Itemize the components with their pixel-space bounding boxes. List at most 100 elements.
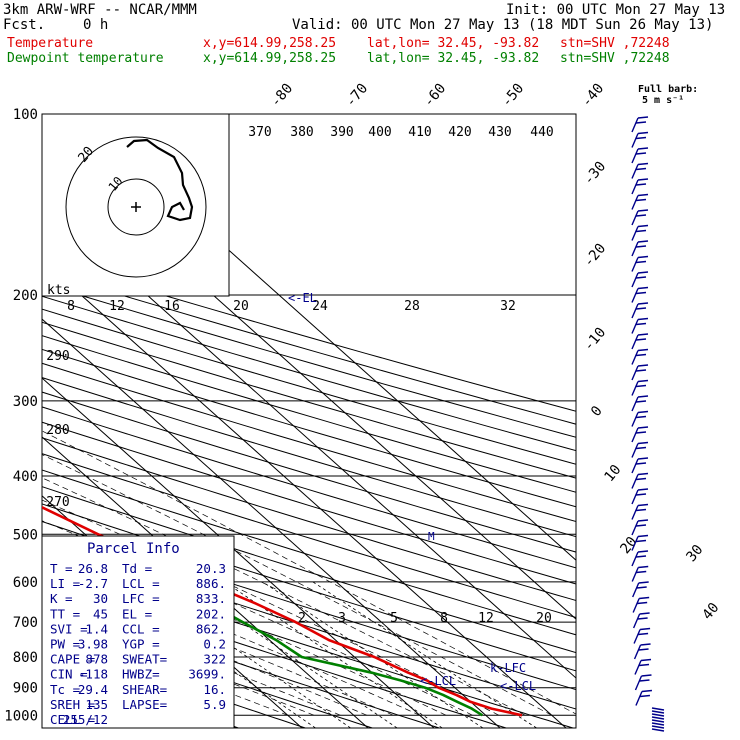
dry-adiabat-line: [42, 437, 576, 602]
parcel-info-value: 29.4: [78, 682, 108, 697]
el-marker: <-EL: [288, 291, 317, 305]
pressure-label-200: 200: [13, 288, 38, 304]
isotherm-label--70: -70: [343, 81, 372, 111]
dewpoint-legend-station: stn=SHV ,72248: [560, 51, 670, 66]
moist-adiabat-line: [42, 599, 341, 716]
theta-label-280: 280: [46, 423, 69, 438]
isotherm-label--20: -20: [581, 241, 610, 271]
dry-adiabat-line: [42, 270, 576, 425]
wind-barb: [631, 302, 649, 319]
temperature-legend-latlon: lat,lon= 32.45, -93.82: [367, 36, 540, 51]
parcel-info-value: 886.: [196, 576, 226, 591]
valid-time: Valid: 00 UTC Mon 27 May 13 (18 MDT Sun …: [292, 17, 714, 33]
isotherm-label-40: 40: [699, 600, 722, 623]
barb-legend-title: Full barb:: [638, 84, 698, 95]
isotherm-line: [42, 436, 369, 728]
dry-adiabat-line: [42, 453, 576, 618]
wind-barb: [631, 209, 649, 226]
mixing-ratio-line: [262, 581, 484, 728]
theta-label-380: 380: [290, 125, 313, 140]
wind-barb: [631, 503, 649, 520]
parcel-info-value: 3.98: [78, 637, 108, 652]
wind-barb: [651, 725, 665, 729]
wind-barb: [631, 472, 649, 489]
wind-barb: [631, 395, 649, 412]
parcel-info-value: 0.2: [203, 637, 226, 652]
pressure-label-300: 300: [13, 394, 38, 410]
hodograph-ring-inner: [107, 178, 165, 236]
pressure-label-800: 800: [13, 650, 38, 666]
ccl-marker: <-LCL: [420, 674, 456, 688]
parcel-info-value: 202.: [196, 606, 226, 621]
dry-adiabat-line: [42, 295, 576, 452]
dry-adiabat-line: [42, 469, 576, 636]
wind-barb: [634, 674, 652, 691]
isotherm-line: [42, 259, 567, 728]
wind-speed-label-28: 28: [404, 299, 420, 314]
parcel-info-label: SREH =: [50, 697, 95, 712]
wind-barb: [631, 116, 649, 133]
theta-label-390: 390: [330, 125, 353, 140]
parcel-info-label: CIN =: [50, 667, 88, 682]
dry-adiabat-line: [42, 503, 576, 672]
wind-speed-label-32: 32: [500, 299, 516, 314]
wind-barb: [631, 379, 649, 396]
pressure-label-700: 700: [13, 615, 38, 631]
isotherm-label-0: 0: [588, 403, 606, 420]
wind-barb: [651, 710, 665, 714]
barb-legend-unit: 5 m s⁻¹: [642, 95, 684, 106]
parcel-info-value: 833.: [196, 591, 226, 606]
mixing-ratio-label-2: 2: [298, 611, 306, 626]
parcel-info-value: 1.4: [85, 621, 108, 636]
wind-barb: [634, 658, 652, 675]
wind-barb: [631, 534, 649, 551]
parcel-info-label: TT =: [50, 606, 80, 621]
parcel-info-label: CELL =: [50, 712, 95, 727]
wind-barb: [631, 488, 649, 505]
wind-barb: [633, 627, 651, 644]
parcel-info-label: HWBZ=: [122, 667, 160, 682]
parcel-info-value: 5.9: [203, 697, 226, 712]
isotherm-line: [42, 377, 435, 728]
wind-barb: [631, 348, 649, 365]
temperature-legend-station: stn=SHV ,72248: [560, 36, 670, 51]
parcel-info-label: CCL =: [122, 621, 160, 636]
wind-barb: [631, 457, 649, 474]
isotherm-label-10: 10: [601, 462, 624, 485]
isotherm-label--50: -50: [499, 81, 528, 111]
parcel-info-value: 26.8: [78, 561, 108, 576]
hodograph-trace: [126, 138, 194, 222]
mixing-ratio-label-20: 20: [536, 611, 552, 626]
dry-adiabat-line: [42, 335, 576, 493]
isotherm-label--60: -60: [421, 81, 450, 111]
parcel-info-label: SWEAT=: [122, 652, 167, 667]
dry-adiabat-line: [42, 421, 576, 585]
parcel-info-value: 20.3: [196, 561, 226, 576]
parcel-info-value: 16.: [203, 682, 226, 697]
forecast-hour: 0 h: [83, 17, 109, 33]
hodograph-center-mark: [131, 202, 141, 212]
wind-barb: [631, 271, 649, 288]
wind-barb: [631, 162, 649, 179]
init-time: Init: 00 UTC Mon 27 May 13: [506, 2, 726, 18]
parcel-info-label: LCL =: [122, 576, 160, 591]
wind-barb: [651, 707, 665, 711]
isotherm-label--40: -40: [579, 81, 608, 111]
wind-barb: [631, 550, 649, 567]
wind-barb: [651, 722, 665, 726]
parcel-info-value: 255/12: [63, 712, 108, 727]
wind-barb: [631, 286, 649, 303]
isotherm-label--80: -80: [268, 81, 297, 111]
hodograph-speed-unit: kts: [47, 283, 70, 298]
isotherm-label--30: -30: [581, 159, 610, 189]
dry-adiabat-line: [42, 283, 576, 438]
wind-barb: [651, 719, 665, 723]
wind-barb: [631, 255, 649, 272]
theta-label-430: 430: [488, 125, 511, 140]
theta-label-400: 400: [368, 125, 391, 140]
theta-label-440: 440: [530, 125, 553, 140]
wind-barb: [631, 441, 649, 458]
parcel-m-marker: M: [428, 530, 435, 543]
parcel-info-label: T =: [50, 561, 73, 576]
wind-speed-label-16: 16: [164, 299, 180, 314]
